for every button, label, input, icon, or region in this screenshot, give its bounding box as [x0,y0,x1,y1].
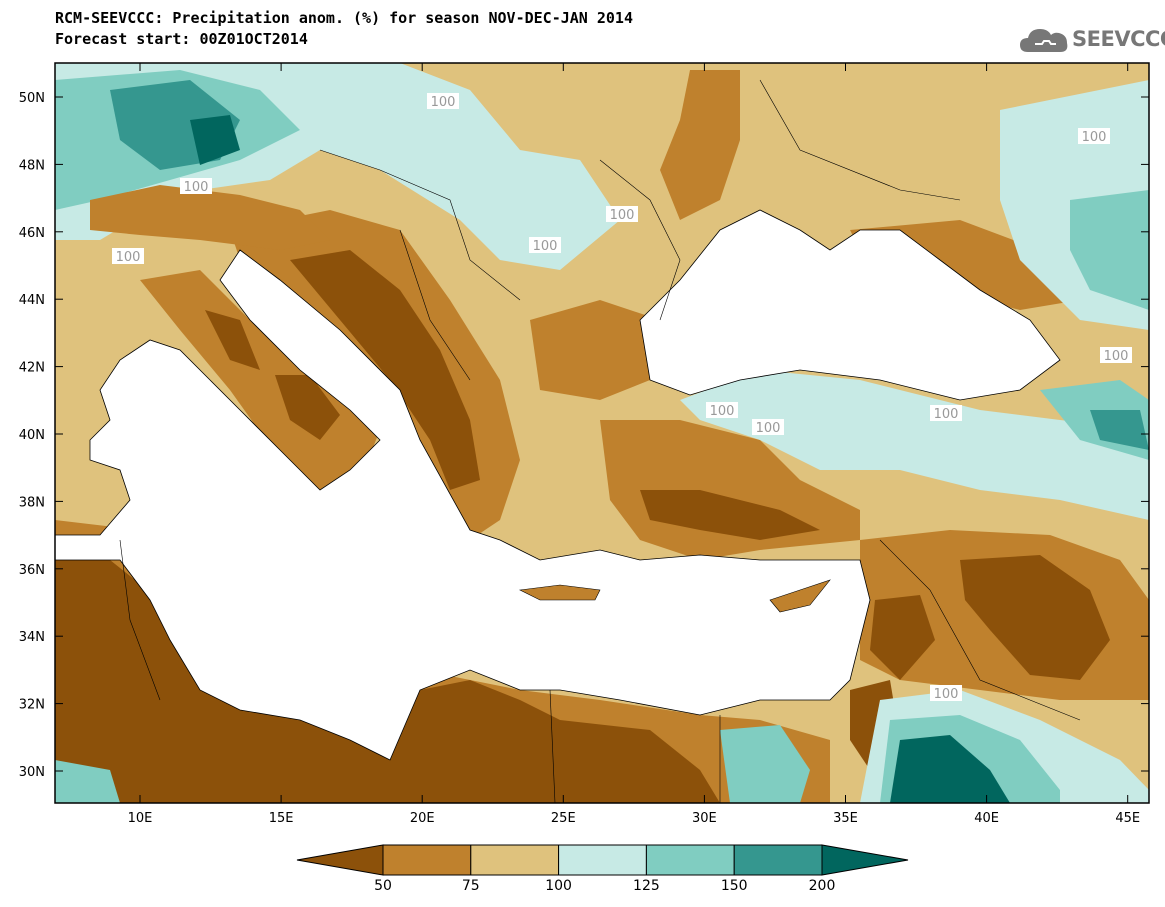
mediterranean-sea [55,249,871,761]
lon-tick-label: 30E [692,811,717,826]
anomaly-zone-turkey-strong [640,490,820,540]
colorbar: 50 75 100 125 150 200 [296,844,909,894]
contour-label-bg [112,248,144,264]
anomaly-zone-romania-mid [530,300,660,400]
contour-label-bg [930,405,962,421]
anomaly-zone-turkey-wetlight [680,370,1149,520]
anomaly-zone-egypt-wetmid [720,725,810,803]
colorbar-tick-label: 125 [633,878,660,894]
contour-label-bg [427,93,459,109]
anomaly-zone-balkans-strong [290,250,480,490]
anomaly-zone-libya-wetmid [55,760,120,803]
cloud-icon [1020,29,1068,52]
map-field [55,63,1149,803]
colorbar-tick-label: 150 [721,878,748,894]
logo-text: SEEVCCC [1072,27,1165,51]
contour-label-bg [930,685,962,701]
colorbar-segment [733,844,823,876]
lon-tick-label: 20E [410,811,435,826]
colorbar-segment [558,844,647,876]
anomaly-zone-jordan-strong [870,595,935,680]
lon-tick-label: 25E [551,811,576,826]
anomaly-zone-arabia-wetextreme [890,735,1010,803]
anomaly-zone-italy-strong [205,310,340,440]
colorbar-segment [645,844,735,876]
map-frame [54,62,1150,804]
anomaly-zone-africa-strong [55,560,720,803]
title-line-1: RCM-SEEVCCC: Precipitation anom. (%) for… [55,9,633,27]
colorbar-tick-label: 100 [545,878,572,894]
contour-label: 100 [1104,349,1129,364]
crete-island [518,584,601,601]
contour-label-bg [706,402,738,418]
colorbar-tick-label: 200 [809,878,836,894]
contour-label: 100 [1082,130,1107,145]
anomaly-zone-italy-mid [140,270,380,500]
country-borders [119,79,1081,803]
lon-tick-label: 15E [269,811,294,826]
chart-title: RCM-SEEVCCC: Precipitation anom. (%) for… [55,8,633,50]
lat-tick-label: 32N [19,698,45,713]
anomaly-zone-caucasus-wetstrong [1090,410,1149,450]
lat-tick-label: 36N [19,563,45,578]
contour-label-bg [1078,128,1110,144]
contour-label-bg [606,206,638,222]
lat-tick-label: 46N [19,226,45,241]
contour-label: 100 [610,208,635,223]
lat-tick-label: 48N [19,158,45,173]
anomaly-zone-ukraine-mid [660,70,740,220]
lon-tick-label: 45E [1115,811,1140,826]
contour-label: 100 [533,239,558,254]
contour-label-bg [1100,347,1132,363]
longitude-axis: 10E 15E 20E 25E 30E 35E 40E 45E [128,63,1140,826]
colorbar-tick-label: 50 [374,878,392,894]
cyprus-island [769,579,831,613]
contour-label-bg [529,237,561,253]
anomaly-zone-levant-strong [960,555,1110,680]
contour-label: 100 [116,250,141,265]
latitude-axis: 50N 48N 46N 44N 42N 40N 38N 36N 34N 32N 30N [19,91,1149,780]
lat-tick-label: 38N [19,495,45,510]
lat-tick-label: 44N [19,293,45,308]
lat-tick-label: 34N [19,630,45,645]
contour-label: 100 [756,421,781,436]
colorbar-segment [382,844,472,876]
contour-label: 100 [431,95,456,110]
lon-tick-label: 35E [833,811,858,826]
contour-label: 100 [184,180,209,195]
black-sea [639,209,1061,401]
contour-label: 100 [934,407,959,422]
anomaly-zone-centraleurope-wetextreme [190,115,240,165]
title-line-2: Forecast start: 00Z01OCT2014 [55,30,308,48]
lat-tick-label: 40N [19,428,45,443]
colorbar-lower-extension [296,844,384,876]
lon-tick-label: 40E [974,811,999,826]
anomaly-zone-alps-mid [90,185,330,250]
lat-tick-label: 50N [19,91,45,106]
anomaly-zone-russia-wetmid [1070,190,1149,310]
contour-labels: 100 100 100 100 100 100 100 100 100 100 100 [112,93,1132,702]
lat-tick-label: 42N [19,361,45,376]
colorbar-segment [470,844,560,876]
colorbar-tick-label: 75 [462,878,480,894]
lat-tick-label: 30N [19,765,45,780]
seevccc-logo: SEEVCCC [1018,22,1165,56]
lon-tick-label: 10E [128,811,153,826]
contour-label: 100 [934,687,959,702]
colorbar-upper-extension [821,844,909,876]
contour-label: 100 [710,404,735,419]
contour-label-bg [180,178,212,194]
contour-label-bg [752,419,784,435]
